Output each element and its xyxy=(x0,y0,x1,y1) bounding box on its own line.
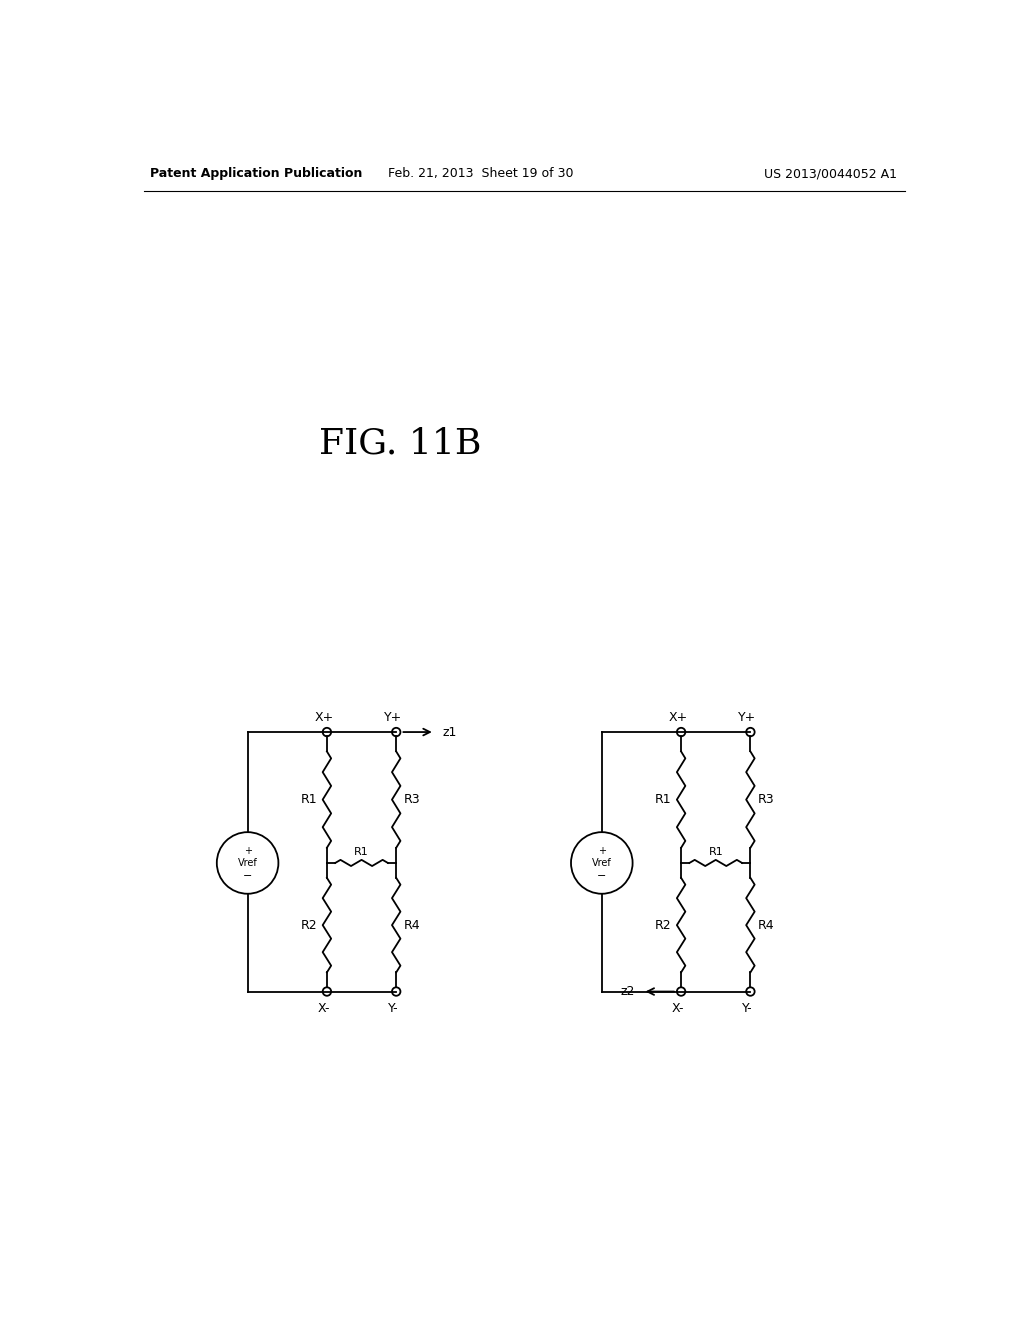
Text: z1: z1 xyxy=(442,726,457,739)
Text: X+: X+ xyxy=(669,711,688,725)
Text: Y-: Y- xyxy=(742,1002,753,1015)
Text: FIG. 11B: FIG. 11B xyxy=(318,426,481,461)
Text: X-: X- xyxy=(672,1002,684,1015)
Text: +: + xyxy=(598,846,606,857)
Text: Feb. 21, 2013  Sheet 19 of 30: Feb. 21, 2013 Sheet 19 of 30 xyxy=(388,168,573,181)
Text: Y+: Y+ xyxy=(384,711,402,725)
Text: R1: R1 xyxy=(654,793,671,807)
Text: X+: X+ xyxy=(314,711,334,725)
Text: Vref: Vref xyxy=(238,858,257,869)
Text: R3: R3 xyxy=(758,793,775,807)
Text: R2: R2 xyxy=(654,919,671,932)
Text: R4: R4 xyxy=(758,919,775,932)
Text: Y-: Y- xyxy=(388,1002,398,1015)
Text: US 2013/0044052 A1: US 2013/0044052 A1 xyxy=(764,168,897,181)
Text: −: − xyxy=(597,871,606,880)
Text: R1: R1 xyxy=(709,847,723,857)
Text: R4: R4 xyxy=(403,919,421,932)
Text: R2: R2 xyxy=(300,919,316,932)
Text: Patent Application Publication: Patent Application Publication xyxy=(150,168,362,181)
Text: z2: z2 xyxy=(621,985,635,998)
Text: +: + xyxy=(244,846,252,857)
Text: R3: R3 xyxy=(403,793,421,807)
Text: R1: R1 xyxy=(354,847,369,857)
Text: −: − xyxy=(243,871,252,880)
Text: R1: R1 xyxy=(300,793,316,807)
Text: Vref: Vref xyxy=(592,858,611,869)
Text: X-: X- xyxy=(317,1002,330,1015)
Text: Y+: Y+ xyxy=(738,711,757,725)
